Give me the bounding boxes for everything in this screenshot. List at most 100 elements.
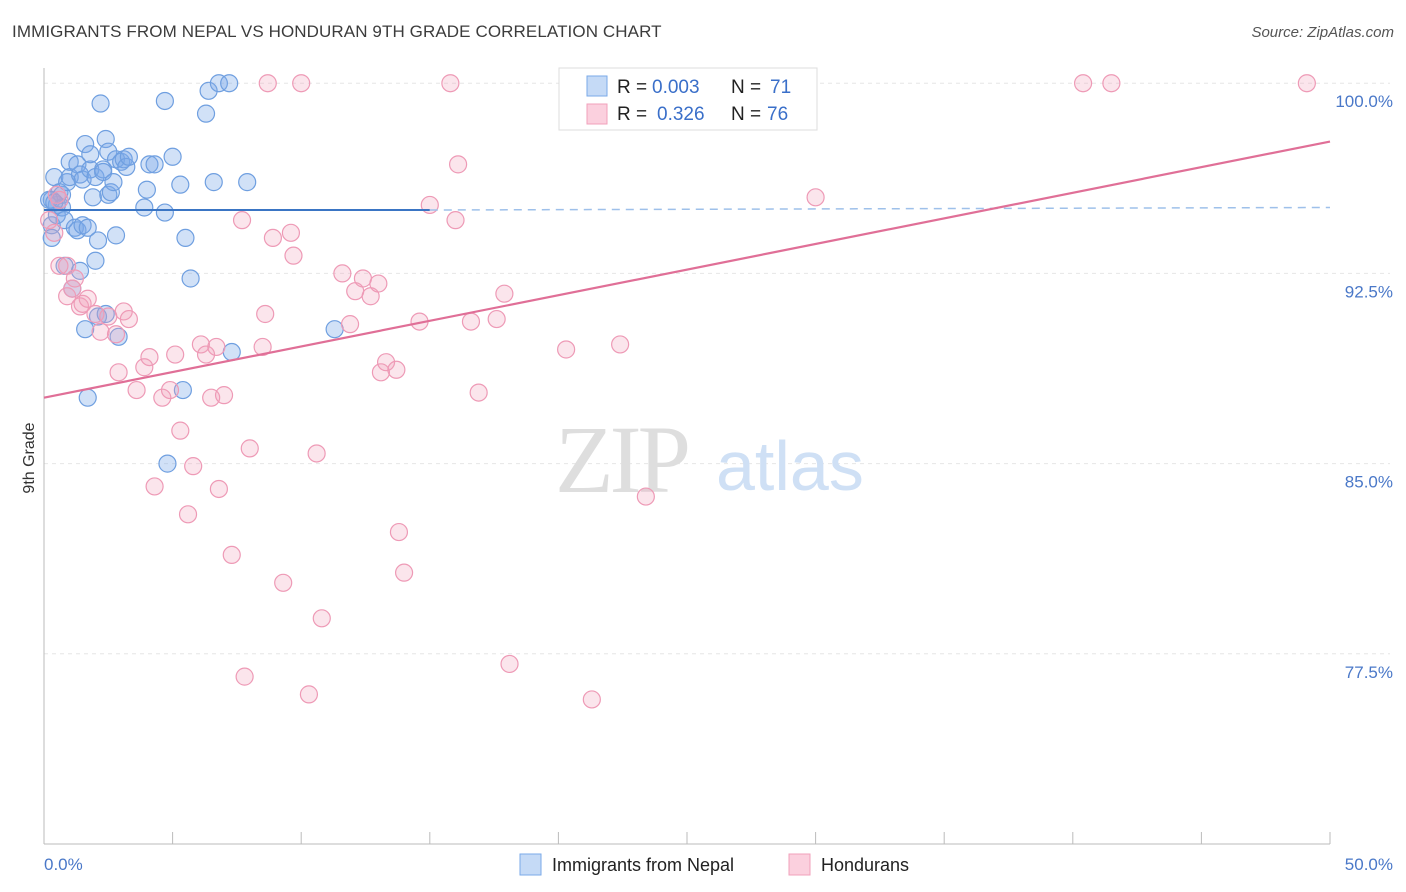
hondurans-point (636, 487, 655, 506)
hondurans-point (333, 264, 352, 283)
hondurans-point (207, 337, 226, 357)
hondurans-point (1073, 74, 1093, 93)
hondurans-point (1102, 74, 1121, 93)
hondurans-point (469, 383, 488, 402)
hondurans-point (222, 545, 241, 565)
hondurans-point (274, 573, 293, 592)
hondurans-point (495, 284, 514, 303)
legend-nepal-r-value: 0.003 (652, 77, 700, 98)
nepal-point (83, 188, 102, 207)
y-tick-label: 77.5% (1345, 663, 1393, 682)
hondurans-point (258, 74, 277, 93)
bottom-legend-nepal: Immigrants from Nepal (552, 855, 734, 875)
hondurans-point (65, 269, 84, 288)
nepal-point (119, 147, 138, 166)
trend-lines (43, 140, 1331, 399)
nepal-point (73, 216, 92, 235)
nepal-point (204, 173, 223, 192)
hondurans-point (461, 312, 481, 331)
x-axis-ticks (43, 832, 1331, 844)
hondurans-point (153, 388, 172, 407)
hondurans-point (166, 345, 185, 364)
nepal-point (86, 251, 105, 270)
hondurans-point (376, 353, 396, 372)
hondurans-point (184, 457, 203, 476)
bottom-legend-hondurans: Hondurans (821, 855, 909, 875)
nepal-point (99, 142, 118, 161)
hondurans-point (99, 307, 118, 326)
hondurans-point (73, 294, 92, 313)
nepal-point (155, 91, 174, 111)
nepal-point (196, 104, 216, 123)
hondurans-point (256, 304, 275, 324)
hondurans-point (292, 74, 311, 93)
source-label: Source: ZipAtlas.com (1251, 24, 1394, 41)
hondurans-point (47, 185, 66, 204)
hondurans-point (119, 309, 138, 329)
hondurans-point (91, 322, 110, 341)
legend-hondurans-n-value: 76 (767, 104, 788, 125)
hondurans-point (446, 211, 465, 230)
hondurans-point (369, 274, 388, 293)
nepal-point (81, 145, 100, 164)
hondurans-point (50, 256, 69, 275)
correlation-legend: R = 0.003 N = 71 R = 0.326 N = 76 (558, 67, 818, 131)
nepal-point (88, 231, 108, 250)
hondurans-point (353, 269, 373, 288)
nepal-point (78, 218, 97, 237)
y-tick-label: 85.0% (1345, 473, 1393, 492)
nepal-point (140, 155, 159, 174)
nepal-point (171, 175, 190, 194)
legend-swatch-hondurans (586, 103, 608, 125)
hondurans-point (307, 444, 326, 463)
watermark-zip: ZIP (555, 406, 688, 513)
nepal-point (155, 203, 174, 222)
legend-swatch-nepal (586, 75, 608, 97)
hondurans-point (235, 667, 254, 686)
x-tick-label-min: 0.0% (44, 855, 83, 874)
nepal-point (109, 327, 128, 346)
hondurans-point (171, 421, 190, 440)
legend-nepal-r-label: R = (617, 77, 647, 98)
chart-title: IMMIGRANTS FROM NEPAL VS HONDURAN 9TH GR… (12, 22, 662, 41)
hondurans-point (78, 289, 97, 308)
y-axis-title: 9th Grade (21, 422, 38, 493)
bottom-legend-swatch-hondurans (788, 853, 811, 876)
nepal-point (96, 304, 115, 324)
hondurans-point (806, 188, 825, 207)
bottom-legend-swatch-nepal (519, 853, 542, 876)
nepal-point (55, 211, 74, 230)
hondurans-point (500, 654, 519, 674)
x-tick-label-max: 50.0% (1345, 855, 1393, 874)
nepal-point (181, 269, 200, 288)
y-tick-labels: 100.0% 92.5% 85.0% 77.5% (1335, 92, 1393, 682)
hondurans-point (145, 477, 164, 496)
legend-nepal-n-label: N = (731, 77, 761, 98)
hondurans-point (487, 309, 506, 329)
hondurans-point (109, 363, 128, 382)
nepal-point (91, 94, 110, 113)
hondurans-point (45, 223, 64, 242)
legend-hondurans-r-value: 0.326 (657, 104, 705, 125)
hondurans-trend-line (43, 140, 1331, 399)
nepal-point (70, 165, 90, 184)
series-legend: Immigrants from Nepal Hondurans (519, 853, 909, 876)
nepal-point (325, 320, 344, 339)
watermark-atlas: atlas (716, 427, 864, 505)
nepal-trend-extension (429, 206, 1331, 211)
nepal-point (199, 81, 218, 100)
hondurans-point (611, 335, 630, 354)
nepal-point (135, 198, 154, 217)
y-tick-label: 100.0% (1335, 92, 1393, 111)
hondurans-point (448, 155, 468, 174)
hondurans-point (50, 190, 69, 209)
legend-hondurans-r-label: R = (617, 104, 647, 125)
hondurans-point (387, 360, 406, 379)
hondurans-point (178, 505, 198, 524)
hondurans-point (232, 211, 252, 230)
nepal-point (145, 155, 164, 174)
hondurans-point (70, 297, 90, 316)
hondurans-point (106, 325, 126, 344)
hondurans-point (371, 363, 391, 382)
